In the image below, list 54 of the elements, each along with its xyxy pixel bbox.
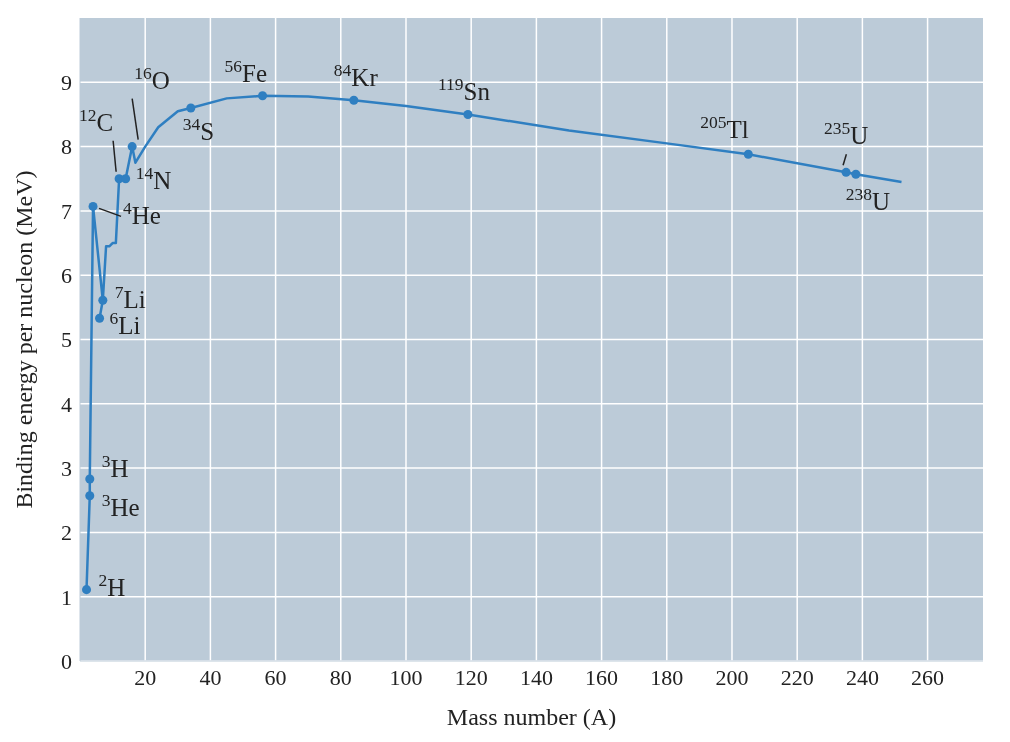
- point: [95, 313, 105, 323]
- point: [349, 95, 359, 105]
- y-tick-label: 6: [61, 263, 72, 289]
- point: [85, 491, 95, 501]
- y-tick-label: 5: [61, 327, 72, 353]
- y-tick-label: 2: [61, 520, 72, 546]
- x-tick-label: 40: [199, 664, 222, 690]
- annotation: $^{14}$N: [135, 162, 172, 194]
- x-tick-label: 60: [264, 664, 287, 690]
- point: [85, 474, 95, 484]
- point: [851, 169, 861, 179]
- x-tick-label: 160: [585, 664, 619, 690]
- annotation: $^{238}$U: [845, 184, 891, 216]
- annotation: $^{119}$Sn: [437, 74, 491, 106]
- y-tick-label: 1: [61, 584, 72, 610]
- annotation: $^{12}$C: [79, 104, 114, 136]
- y-tick-label: 9: [61, 70, 72, 96]
- y-tick-label: 3: [61, 455, 72, 481]
- annotation: $^{235}$U: [824, 118, 869, 150]
- point: [743, 149, 753, 159]
- annotation: $^{3}$H: [101, 451, 129, 483]
- x-tick-label: 220: [780, 664, 814, 690]
- x-tick-label: 100: [389, 664, 423, 690]
- point: [82, 585, 92, 595]
- point: [186, 103, 196, 113]
- annotation: $^{84}$Kr: [333, 60, 379, 92]
- point: [841, 167, 851, 177]
- y-tick-label: 0: [61, 648, 72, 674]
- x-tick-label: 260: [911, 664, 945, 690]
- x-tick-label: 80: [329, 664, 352, 690]
- x-tick-label: 120: [454, 664, 488, 690]
- x-tick-label: 200: [715, 664, 749, 690]
- y-tick-label: 7: [61, 198, 72, 224]
- annotation: $^{2}$H: [98, 569, 126, 601]
- x-axis-title: Mass number (A): [446, 704, 617, 730]
- x-tick-label: 140: [519, 664, 553, 690]
- annotation: $^{3}$He: [101, 489, 140, 521]
- x-tick-label: 180: [650, 664, 684, 690]
- point: [463, 109, 473, 119]
- x-tick-label: 240: [845, 664, 879, 690]
- annotation: $^{16}$O: [134, 62, 170, 94]
- point: [121, 174, 131, 184]
- point: [98, 295, 108, 305]
- annotation: $^{56}$Fe: [224, 55, 268, 87]
- annotation: $^{34}$S: [182, 114, 215, 146]
- y-axis-title: Binding energy per nucleon (MeV): [11, 170, 37, 509]
- point: [127, 142, 137, 152]
- point: [88, 201, 98, 211]
- y-tick-label: 4: [61, 391, 72, 417]
- y-tick-label: 8: [61, 134, 72, 160]
- x-tick-label: 20: [134, 664, 157, 690]
- point: [258, 91, 268, 101]
- annotation: $^{205}$Tl: [700, 112, 749, 144]
- annotation: $^{4}$He: [123, 198, 161, 230]
